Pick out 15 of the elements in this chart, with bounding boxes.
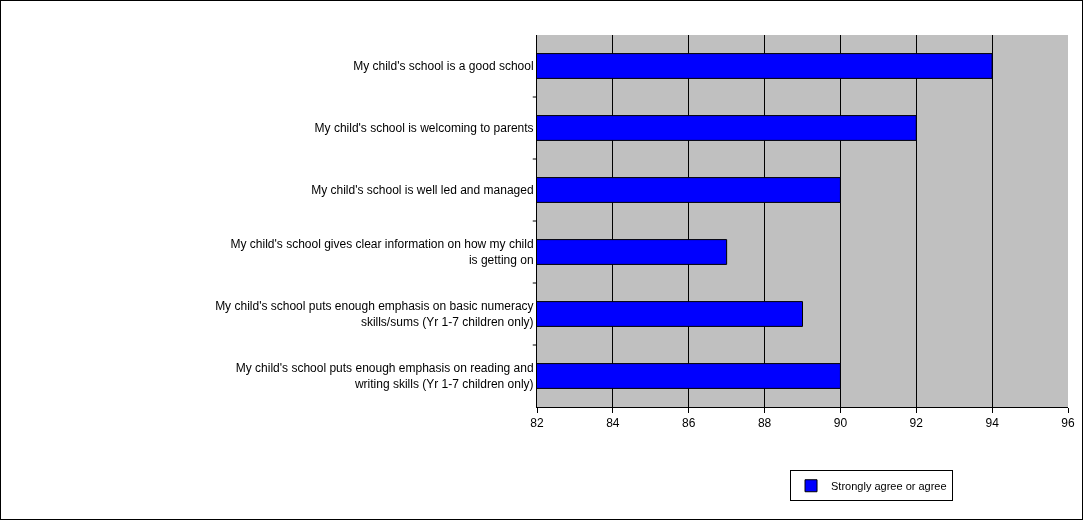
y-tick-label: My child's school gives clear information on how my child is getting on — [230, 237, 534, 267]
x-tick-label: 88 — [757, 416, 772, 431]
legend-label: Strongly agree or agree — [831, 480, 947, 493]
x-tick-label: 94 — [985, 416, 1000, 431]
y-tick-label: My child's school puts enough emphasis on basic numeracy skills/sums (Yr 1-7 children only) — [215, 299, 534, 329]
x-tick-label: 84 — [606, 416, 620, 431]
y-tick-label: My child's school is well led and managed — [311, 183, 534, 198]
x-tick-label: 90 — [833, 416, 848, 431]
x-tick-label: 92 — [909, 416, 924, 431]
y-tick-label: My child's school puts enough emphasis on reading and writing skills (Yr 1-7 children only) — [235, 361, 534, 391]
x-tick-label: 96 — [1061, 416, 1075, 431]
x-tick-label: 86 — [682, 416, 696, 431]
x-tick-label: 82 — [530, 416, 544, 431]
y-tick-label: My child's school is welcoming to parents — [314, 121, 534, 136]
y-tick-label: My child's school is a good school — [353, 59, 534, 74]
